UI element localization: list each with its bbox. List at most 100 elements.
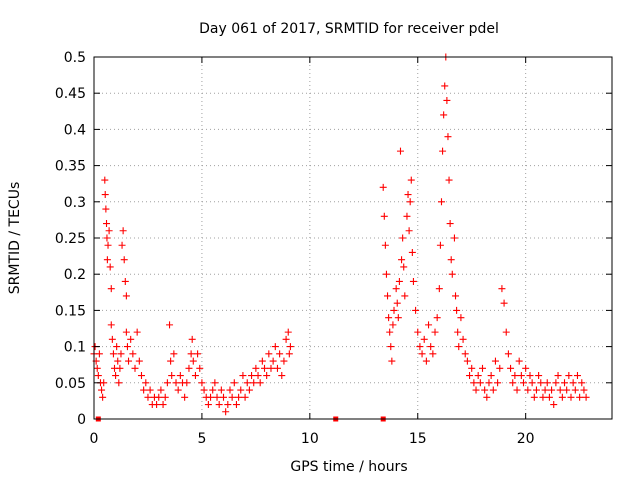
data-point — [105, 227, 113, 235]
data-point — [144, 393, 152, 401]
data-point — [286, 343, 294, 351]
data-point — [119, 227, 127, 235]
data-point — [550, 401, 558, 409]
chart-title: Day 061 of 2017, SRMTID for receiver pde… — [199, 21, 499, 37]
data-point — [185, 364, 193, 372]
data-point — [232, 401, 240, 409]
x-tick-label: 5 — [197, 431, 206, 447]
data-point — [176, 372, 184, 380]
data-point — [481, 386, 489, 394]
data-point — [256, 379, 264, 387]
data-point — [155, 393, 163, 401]
y-tick-label: 0.35 — [55, 159, 86, 175]
data-point — [524, 386, 532, 394]
y-tick-label: 0 — [77, 412, 86, 428]
data-point — [539, 393, 547, 401]
data-point — [191, 372, 199, 380]
data-point — [237, 386, 245, 394]
data-point — [409, 277, 417, 285]
data-point — [115, 379, 123, 387]
data-point — [187, 350, 195, 358]
data-point — [565, 372, 573, 380]
data-point — [405, 227, 413, 235]
data-point — [245, 386, 253, 394]
data-point — [483, 393, 491, 401]
data-point — [431, 328, 439, 336]
data-point — [552, 379, 560, 387]
data-point — [444, 133, 452, 141]
data-point — [122, 328, 130, 336]
data-point — [439, 147, 447, 155]
data-point — [395, 277, 403, 285]
data-point — [390, 306, 398, 314]
x-tick-label: 0 — [90, 431, 99, 447]
data-point — [127, 335, 135, 343]
data-point — [135, 357, 143, 365]
data-point — [454, 328, 462, 336]
data-point — [447, 256, 455, 264]
data-point — [455, 343, 463, 351]
data-point — [494, 379, 502, 387]
data-point — [102, 205, 110, 213]
data-point — [520, 379, 528, 387]
data-point — [95, 350, 103, 358]
data-point — [125, 357, 133, 365]
data-point — [491, 357, 499, 365]
y-tick-label: 0.1 — [64, 340, 86, 356]
data-point — [113, 343, 121, 351]
data-point — [133, 328, 141, 336]
data-point — [108, 335, 116, 343]
data-point — [198, 379, 206, 387]
data-point — [213, 393, 221, 401]
data-point — [101, 191, 109, 199]
y-tick-label: 0.3 — [64, 195, 86, 211]
data-point — [382, 270, 390, 278]
data-point — [489, 386, 497, 394]
data-point — [408, 248, 416, 256]
data-point — [107, 285, 115, 293]
data-point — [476, 379, 484, 387]
data-point — [545, 393, 553, 401]
y-tick-label: 0.2 — [64, 267, 86, 283]
y-axis-ticks: 0 0.05 0.1 0.15 0.2 0.25 0.3 0.35 0.4 0.45 0.5 — [55, 50, 612, 428]
y-tick-label: 0.05 — [55, 376, 86, 392]
data-point — [109, 350, 117, 358]
data-point — [576, 393, 584, 401]
data-point — [118, 241, 126, 249]
data-point — [437, 198, 445, 206]
data-point — [104, 241, 112, 249]
data-point — [384, 292, 392, 300]
data-point — [387, 343, 395, 351]
data-point — [407, 176, 415, 184]
y-tick-label: 0.25 — [55, 231, 86, 247]
y-axis-label: SRMTID / TECUs — [7, 182, 23, 295]
data-point — [98, 386, 106, 394]
data-point — [172, 379, 180, 387]
data-point — [267, 364, 275, 372]
data-point — [459, 335, 467, 343]
data-point — [121, 277, 129, 285]
x-axis-ticks: 0 5 10 15 20 — [90, 57, 535, 447]
y-tick-label: 0.5 — [64, 50, 86, 66]
data-point — [433, 314, 441, 322]
data-point — [571, 386, 579, 394]
x-tick-label: 10 — [301, 431, 319, 447]
data-point — [388, 357, 396, 365]
data-point — [543, 379, 551, 387]
data-point — [563, 386, 571, 394]
data-point — [258, 357, 266, 365]
data-point — [103, 220, 111, 228]
data-point — [389, 321, 397, 329]
x-tick-label: 20 — [517, 431, 535, 447]
data-point — [196, 364, 204, 372]
data-point — [396, 147, 404, 155]
data-point — [466, 372, 474, 380]
data-point — [161, 393, 169, 401]
data-point — [573, 372, 581, 380]
data-point — [282, 335, 290, 343]
data-point — [530, 393, 538, 401]
data-point — [558, 393, 566, 401]
data-point — [116, 364, 124, 372]
data-point — [215, 401, 223, 409]
